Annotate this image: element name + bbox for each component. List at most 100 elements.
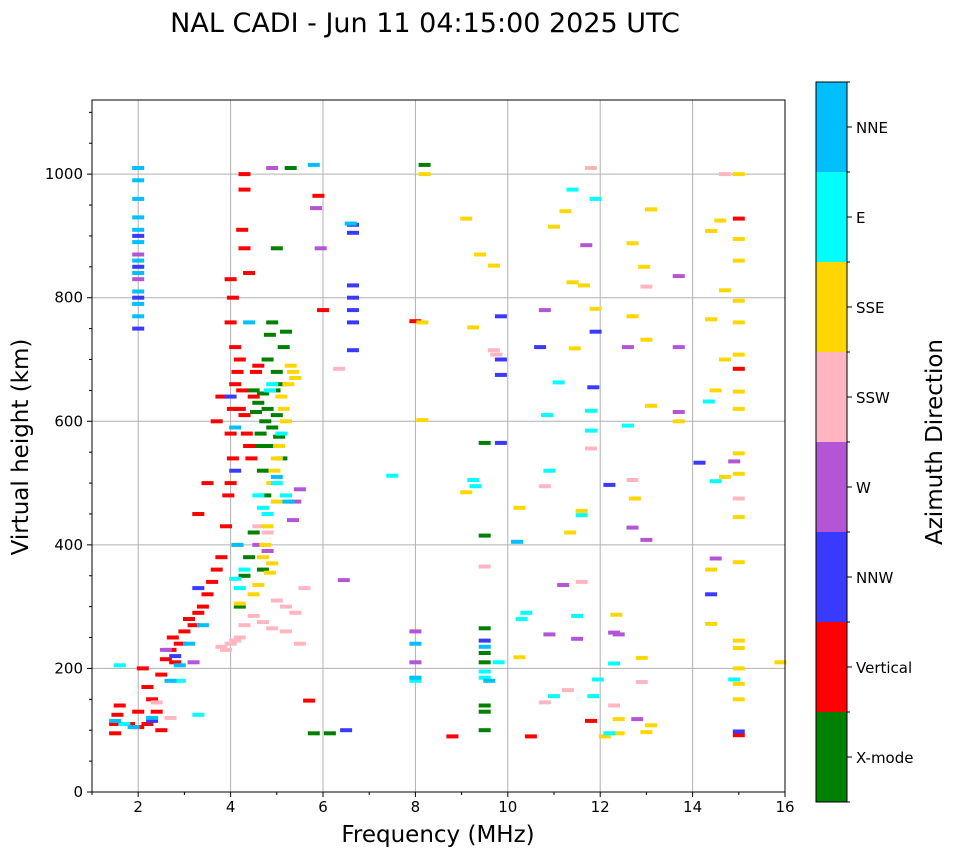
data-point	[478, 626, 491, 631]
data-point	[220, 524, 232, 529]
data-point	[289, 376, 302, 380]
data-point	[693, 460, 706, 465]
data-point	[494, 440, 507, 445]
data-point	[270, 369, 283, 374]
data-point	[187, 660, 200, 665]
x-tick-label: 2	[133, 798, 143, 816]
data-point	[250, 410, 262, 414]
data-point	[233, 601, 246, 606]
series-ssw	[150, 166, 745, 720]
data-point	[261, 512, 274, 516]
data-point	[732, 172, 745, 177]
colorbar-tick-label: NNW	[856, 569, 893, 587]
y-tick-label: 1000	[45, 165, 83, 183]
data-point	[220, 647, 232, 652]
data-point	[548, 694, 560, 699]
chart-title: NAL CADI - Jun 11 04:15:00 2025 UTC	[170, 8, 680, 39]
data-point	[575, 579, 588, 584]
data-point	[210, 419, 223, 424]
data-point	[575, 513, 588, 518]
data-point	[585, 408, 597, 413]
data-point	[250, 369, 262, 374]
data-point	[263, 388, 276, 393]
data-point	[718, 288, 731, 293]
series-e	[113, 187, 741, 736]
data-point	[256, 567, 269, 572]
data-point	[732, 320, 745, 325]
data-point	[515, 617, 528, 621]
data-point	[409, 629, 422, 634]
data-point	[640, 730, 653, 735]
data-point	[280, 493, 292, 498]
data-point	[224, 431, 237, 436]
data-point	[732, 496, 745, 501]
data-point	[289, 610, 302, 615]
x-axis-label: Frequency (MHz)	[341, 822, 534, 848]
data-point	[259, 542, 272, 547]
data-point	[732, 471, 745, 476]
data-point	[243, 271, 256, 275]
data-point	[201, 592, 214, 597]
data-point	[111, 712, 124, 717]
data-point	[256, 555, 269, 560]
data-point	[287, 518, 299, 523]
data-point	[603, 482, 616, 487]
data-point	[571, 636, 584, 641]
data-point	[150, 709, 163, 714]
data-point	[635, 680, 648, 684]
data-point	[469, 484, 482, 489]
x-tick-label: 10	[498, 798, 517, 816]
colorbar-segment	[816, 172, 847, 262]
data-point	[333, 366, 346, 371]
data-point	[732, 666, 745, 671]
data-point	[252, 444, 265, 448]
data-point	[229, 382, 242, 387]
data-point	[109, 722, 122, 726]
data-point	[728, 459, 741, 464]
data-point	[238, 567, 251, 572]
data-point	[229, 638, 242, 643]
data-point	[732, 406, 745, 411]
data-point	[568, 346, 581, 351]
colorbar-segment	[816, 712, 847, 802]
data-point	[233, 406, 246, 411]
data-point	[159, 657, 172, 662]
data-point	[252, 583, 265, 587]
data-point	[293, 641, 306, 646]
data-point	[566, 187, 579, 192]
x-tick-label: 4	[226, 798, 236, 816]
data-point	[173, 678, 186, 683]
data-point	[474, 252, 487, 257]
data-point	[483, 678, 496, 683]
data-point	[226, 295, 239, 300]
data-point	[732, 298, 745, 303]
data-point	[256, 468, 269, 473]
data-point	[732, 216, 745, 221]
data-point	[418, 162, 431, 167]
data-point	[229, 468, 242, 473]
data-point	[233, 357, 246, 362]
data-point	[585, 446, 597, 451]
data-point	[446, 734, 459, 739]
data-point	[252, 493, 265, 498]
data-point	[287, 369, 299, 374]
data-point	[224, 320, 237, 325]
data-point	[610, 612, 623, 617]
data-point	[238, 413, 251, 418]
series-w	[132, 166, 741, 722]
data-point	[589, 196, 602, 201]
data-point	[245, 456, 258, 461]
plot-area	[91, 99, 787, 793]
data-point	[231, 542, 244, 547]
data-point	[478, 564, 491, 569]
data-point	[552, 380, 565, 385]
data-point	[409, 678, 422, 683]
data-point	[132, 252, 145, 257]
data-point	[289, 499, 302, 504]
data-point	[511, 539, 523, 544]
data-point	[236, 388, 249, 393]
data-point	[132, 289, 145, 294]
data-point	[702, 399, 715, 404]
data-point	[591, 677, 604, 682]
data-point	[621, 423, 634, 428]
